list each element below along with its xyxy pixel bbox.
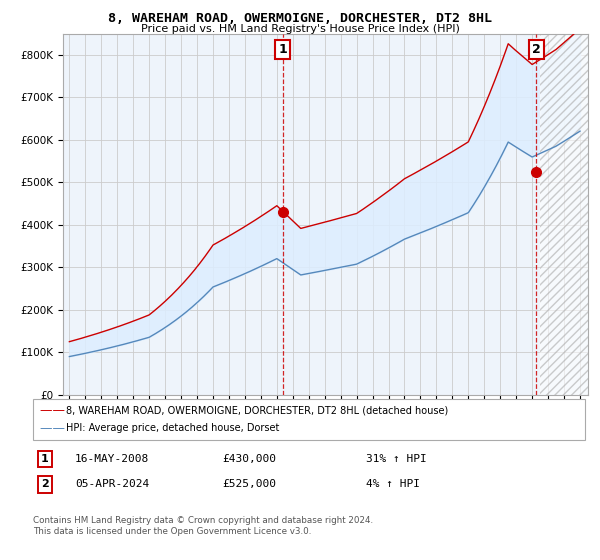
Text: 05-APR-2024: 05-APR-2024 bbox=[75, 479, 149, 489]
Text: 16-MAY-2008: 16-MAY-2008 bbox=[75, 454, 149, 464]
Bar bbox=[540, 34, 588, 395]
Text: 1: 1 bbox=[41, 454, 49, 464]
Text: 2: 2 bbox=[532, 43, 541, 55]
Text: 1: 1 bbox=[278, 43, 287, 55]
Text: £430,000: £430,000 bbox=[222, 454, 276, 464]
Text: 4% ↑ HPI: 4% ↑ HPI bbox=[366, 479, 420, 489]
Text: 8, WAREHAM ROAD, OWERMOIGNE, DORCHESTER, DT2 8HL (detached house): 8, WAREHAM ROAD, OWERMOIGNE, DORCHESTER,… bbox=[66, 405, 448, 416]
Text: £525,000: £525,000 bbox=[222, 479, 276, 489]
Text: Contains HM Land Registry data © Crown copyright and database right 2024.
This d: Contains HM Land Registry data © Crown c… bbox=[33, 516, 373, 536]
Text: 2: 2 bbox=[41, 479, 49, 489]
Bar bbox=[540, 34, 588, 395]
Text: Price paid vs. HM Land Registry's House Price Index (HPI): Price paid vs. HM Land Registry's House … bbox=[140, 24, 460, 34]
Text: ——: —— bbox=[40, 404, 69, 417]
Text: 8, WAREHAM ROAD, OWERMOIGNE, DORCHESTER, DT2 8HL: 8, WAREHAM ROAD, OWERMOIGNE, DORCHESTER,… bbox=[108, 12, 492, 25]
Text: 31% ↑ HPI: 31% ↑ HPI bbox=[366, 454, 427, 464]
Text: ——: —— bbox=[40, 422, 69, 435]
Text: HPI: Average price, detached house, Dorset: HPI: Average price, detached house, Dors… bbox=[66, 423, 280, 433]
